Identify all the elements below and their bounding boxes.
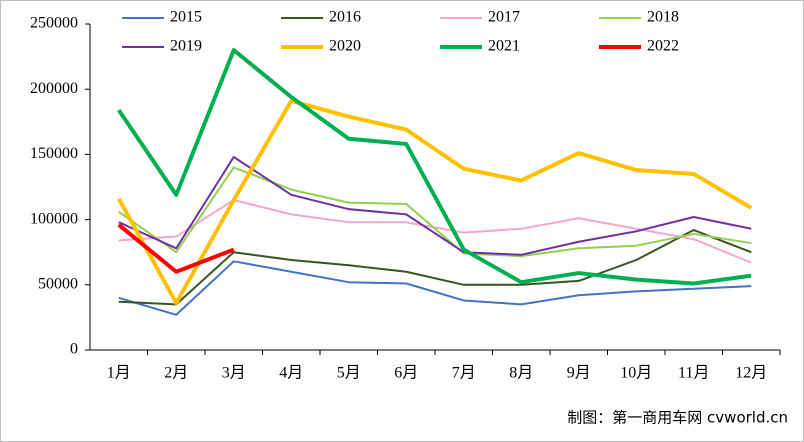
legend-label: 2015: [170, 9, 202, 26]
y-tick-label: 250000: [30, 15, 78, 32]
legend-label: 2020: [329, 38, 361, 55]
x-tick-label: 10月: [620, 365, 652, 382]
source-note: 制图：第一商用车网 cvworld.cn: [567, 409, 788, 427]
x-tick-label: 7月: [452, 365, 476, 382]
series-line: [116, 98, 753, 306]
x-tick-label: 11月: [678, 365, 709, 382]
legend-label: 2016: [329, 9, 361, 26]
legend-label: 2018: [647, 9, 679, 26]
legend-label: 2021: [488, 38, 520, 55]
x-tick-label: 5月: [337, 365, 361, 382]
legend-label: 2022: [647, 38, 679, 55]
series-line: [117, 48, 752, 286]
series-line: [118, 166, 752, 258]
x-tick-label: 12月: [735, 365, 767, 382]
y-tick-label: 100000: [30, 210, 78, 227]
y-tick-label: 50000: [38, 275, 78, 292]
x-tick-label: 1月: [107, 365, 131, 382]
series-line: [118, 156, 752, 256]
x-tick-label: 3月: [222, 365, 246, 382]
x-tick-label: 9月: [567, 365, 591, 382]
series-line: [117, 223, 235, 274]
x-tick-label: 2月: [164, 365, 188, 382]
y-tick-label: 200000: [30, 80, 78, 97]
y-tick-label: 0: [70, 341, 78, 358]
legend-label: 2019: [170, 38, 202, 55]
x-tick-label: 6月: [394, 365, 418, 382]
legend-label: 2017: [488, 9, 520, 26]
series-line: [118, 229, 752, 306]
y-tick-label: 150000: [30, 145, 78, 162]
x-tick-label: 8月: [509, 365, 533, 382]
x-tick-label: 4月: [279, 365, 303, 382]
series-line: [118, 260, 752, 316]
